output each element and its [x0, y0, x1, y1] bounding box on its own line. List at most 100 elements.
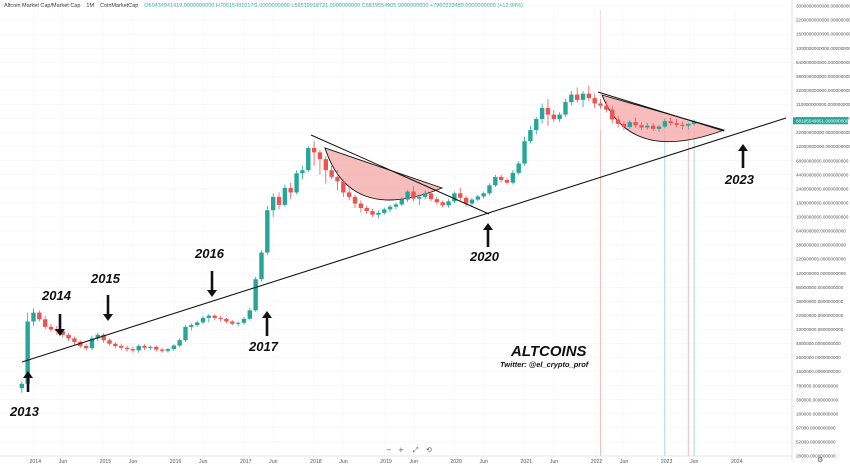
candle	[668, 117, 673, 126]
candle	[183, 325, 188, 342]
y-tick-label: 22000000.0000000000	[796, 313, 844, 318]
candle	[376, 210, 381, 219]
zoom-out-button[interactable]: −	[386, 446, 392, 454]
settings-icon[interactable]: ⚙	[817, 456, 823, 464]
candle	[469, 197, 475, 206]
candle	[364, 205, 369, 214]
candle	[329, 165, 334, 180]
candle	[230, 320, 235, 326]
candle	[586, 85, 592, 101]
candle	[142, 344, 147, 350]
candle	[592, 93, 597, 108]
candle	[633, 117, 638, 128]
y-tick-label: 1000000000000.0000000000	[796, 46, 850, 51]
y-tick-label: 220000000000.0000000000	[796, 88, 850, 93]
candle	[42, 316, 48, 330]
candle	[165, 348, 171, 353]
chart-brand-title: ALTCOINS	[510, 343, 587, 360]
candle	[674, 119, 679, 128]
x-tick-label: Jun	[690, 459, 698, 465]
candle	[516, 161, 521, 175]
y-tick-label: 2600000.0000000000	[796, 355, 841, 360]
zoom-in-button[interactable]: +	[398, 446, 404, 454]
candle	[528, 125, 533, 144]
resistance-line-2018	[310, 134, 490, 215]
y-tick-label: 97000.0000000000	[796, 425, 836, 430]
y-tick-label: 2200000000000.0000000000	[796, 18, 850, 23]
x-tick-label: 2015	[100, 459, 112, 465]
candle	[31, 308, 36, 326]
candle	[604, 101, 609, 113]
x-axis[interactable]: 2014 Jun 2015 Jun 2016 Jun 2017 Jun 2018 Jun 2019 J…	[0, 455, 792, 465]
resistance-line-2022	[597, 91, 725, 132]
candle	[382, 207, 387, 215]
y-tick-label: 640000000000.0000000000	[796, 60, 850, 65]
candle	[235, 321, 241, 327]
y-axis[interactable]: 3000000000000.0000000000 2200000000000.00…	[791, 0, 850, 460]
candle	[434, 196, 440, 205]
candle	[574, 87, 580, 103]
y-tick-label: 52000.0000000000	[796, 440, 836, 445]
candle	[493, 174, 498, 188]
candle	[177, 338, 182, 348]
candle	[481, 191, 486, 199]
x-tick-label: 2018	[310, 459, 322, 465]
candle	[311, 141, 317, 166]
last-price-label: 68195549051.0000000000	[796, 119, 850, 124]
candle	[563, 99, 568, 117]
candle	[645, 123, 650, 130]
candle	[194, 320, 200, 327]
candle	[545, 99, 551, 126]
year-annotation-2016: 2016	[194, 246, 225, 261]
y-tick-label: 380000.0000000000	[796, 397, 839, 402]
candle	[428, 191, 434, 202]
y-tick-label: 4800000.0000000000	[796, 341, 841, 346]
x-tick-label: 2016	[170, 459, 182, 465]
x-tick-label: Jun	[480, 459, 488, 465]
candle	[341, 179, 346, 197]
candle	[610, 106, 615, 124]
y-tick-label: 180000.0000000000	[796, 411, 839, 416]
candle	[557, 112, 562, 123]
candle	[422, 190, 428, 200]
candle	[118, 343, 124, 350]
x-tick-label: Jun	[339, 459, 347, 465]
last-price-badge	[793, 117, 848, 125]
candle	[615, 115, 621, 128]
y-tick-label: 110000000000.0000000000	[796, 102, 850, 107]
y-tick-label: 38000000.0000000000	[796, 299, 844, 304]
y-tick-label: 2400000000.0000000000	[796, 186, 849, 191]
y-tick-label: 120000000.0000000000	[796, 271, 846, 276]
fullscreen-button[interactable]: ⤢	[413, 446, 419, 454]
down-arrow-2015	[103, 295, 113, 321]
x-tick-label: 2021	[521, 459, 533, 465]
candle	[387, 204, 393, 213]
candle	[487, 183, 492, 196]
candle	[691, 119, 697, 126]
reset-button[interactable]: ⟲	[426, 446, 432, 454]
candle	[276, 192, 282, 210]
candle	[650, 123, 656, 132]
candle	[19, 381, 25, 393]
y-tick-label: 380000000000.0000000000	[796, 74, 850, 79]
candle	[130, 346, 136, 353]
candle	[270, 193, 276, 217]
candle	[680, 121, 685, 130]
candle	[662, 118, 668, 129]
y-tick-label: 6800000000.0000000000	[796, 158, 849, 163]
candle	[323, 155, 328, 184]
candle	[686, 122, 691, 130]
x-tick-label: Jun	[269, 459, 277, 465]
y-tick-label: 10000000.0000000000	[796, 327, 844, 332]
x-tick-label: 2019	[380, 459, 392, 465]
candle	[335, 170, 340, 191]
x-tick-label: Jun	[620, 459, 628, 465]
candle	[200, 316, 206, 325]
candle	[101, 333, 106, 343]
cup-pattern	[324, 147, 444, 201]
candle	[405, 189, 410, 202]
candle	[113, 341, 118, 349]
candle	[551, 110, 556, 123]
candle	[154, 345, 159, 352]
